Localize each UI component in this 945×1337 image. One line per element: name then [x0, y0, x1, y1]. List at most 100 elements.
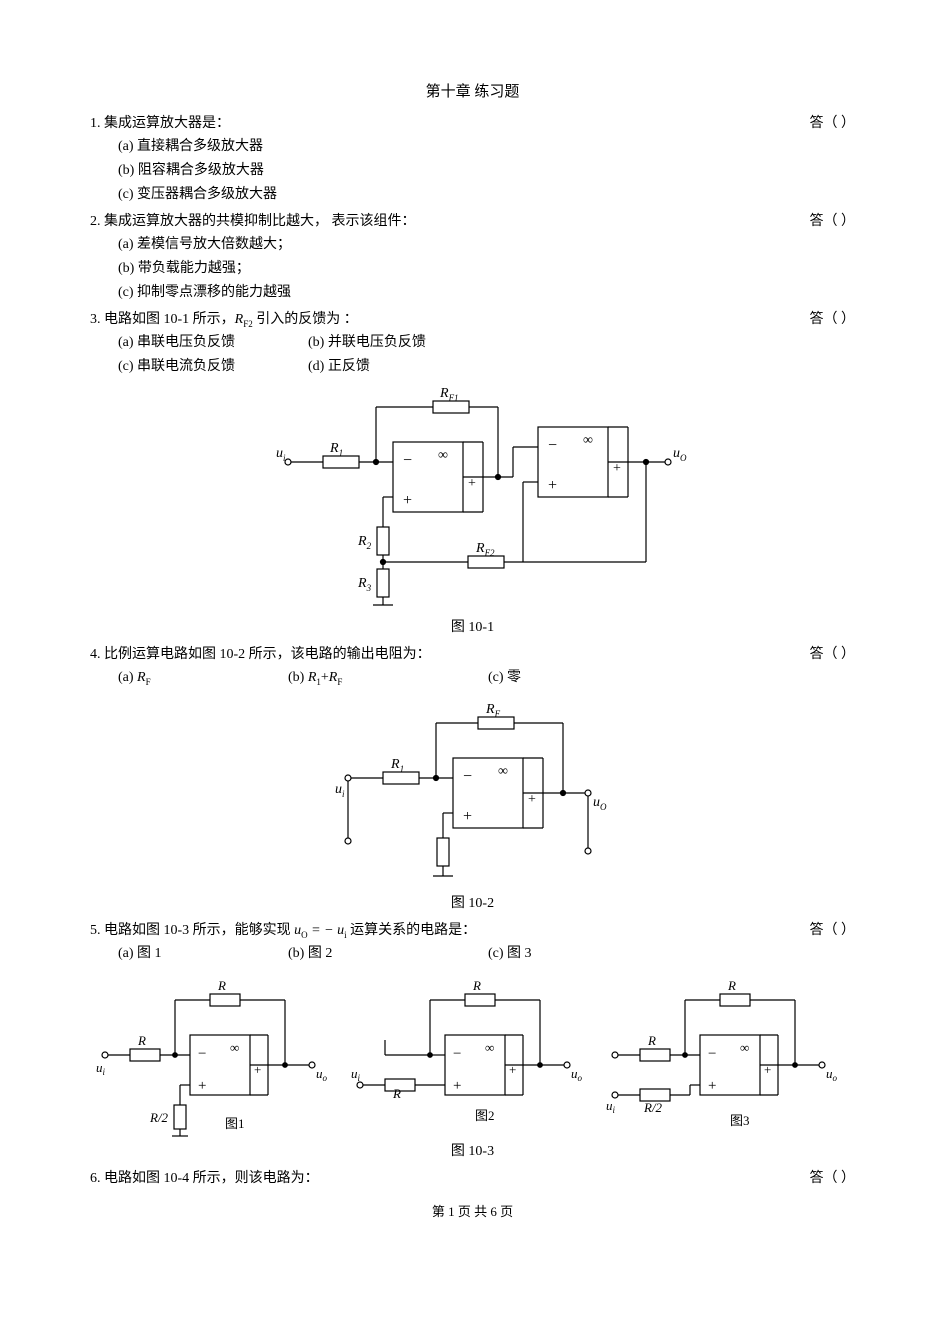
figure-10-2: ui R1 − + ∞ + uO [90, 698, 855, 888]
q1-text: 集成运算放大器是： [104, 116, 230, 131]
svg-text:图1: 图1 [225, 1116, 245, 1131]
svg-text:ui: ui [351, 1066, 361, 1083]
svg-text:−: − [548, 437, 557, 454]
answer-slot: 答（ ） [810, 113, 856, 135]
svg-text:RF2: RF2 [475, 541, 495, 558]
svg-text:RF: RF [485, 702, 501, 719]
svg-text:+: + [468, 476, 476, 491]
svg-text:R: R [727, 978, 736, 993]
svg-text:ui: ui [276, 446, 286, 463]
svg-text:uo: uo [826, 1066, 838, 1083]
svg-text:R1: R1 [390, 757, 404, 774]
q3-text-a: 电路如图 10-1 所示， [104, 312, 235, 327]
q2-text: 集成运算放大器的共模抑制比越大， 表示该组件： [104, 214, 416, 229]
q1-opt-b: (b) 阻容耦合多级放大器 [118, 159, 855, 183]
svg-text:RF1: RF1 [439, 387, 459, 403]
figure-10-1-caption: 图 10-1 [90, 616, 855, 636]
svg-text:uo: uo [571, 1066, 583, 1083]
svg-text:图2: 图2 [475, 1108, 495, 1123]
svg-text:+: + [254, 1062, 261, 1077]
q4-text: 比例运算电路如图 10-2 所示，该电路的输出电阻为： [104, 647, 431, 662]
svg-text:图3: 图3 [730, 1113, 750, 1128]
svg-text:R: R [647, 1033, 656, 1048]
question-2: 2. 集成运算放大器的共模抑制比越大， 表示该组件： 答（ ） (a) 差模信号… [90, 211, 855, 305]
svg-text:+: + [708, 1078, 716, 1094]
svg-text:R2: R2 [357, 534, 372, 551]
answer-slot: 答（ ） [810, 1168, 856, 1190]
page-title: 第十章 练习题 [90, 80, 855, 101]
q3-opt-a: (a) 串联电压负反馈 [118, 331, 308, 355]
q6-text: 电路如图 10-4 所示，则该电路为： [104, 1171, 319, 1186]
q4-opt-a-pre: (a) [118, 670, 137, 685]
svg-text:−: − [708, 1046, 716, 1062]
svg-text:ui: ui [335, 782, 345, 799]
q2-num: 2. [90, 214, 101, 229]
q5-opt-a: (a) 图 1 [118, 942, 288, 966]
svg-text:+: + [453, 1078, 461, 1094]
svg-text:+: + [198, 1078, 206, 1094]
q3-text-b: 引入的反馈为 ： [253, 312, 358, 327]
svg-text:∞: ∞ [498, 764, 508, 779]
q3-opt-d: (d) 正反馈 [308, 355, 568, 379]
svg-text:R1: R1 [329, 441, 343, 458]
q1-options: (a) 直接耦合多级放大器 (b) 阻容耦合多级放大器 (c) 变压器耦合多级放… [90, 135, 855, 206]
svg-text:∞: ∞ [230, 1040, 239, 1055]
svg-text:+: + [509, 1062, 516, 1077]
svg-text:∞: ∞ [485, 1040, 494, 1055]
page-footer: 第 1 页 共 6 页 [90, 1201, 855, 1220]
q2-opt-b: (b) 带负载能力越强； [118, 257, 855, 281]
q1-opt-a: (a) 直接耦合多级放大器 [118, 135, 855, 159]
figure-10-2-caption: 图 10-2 [90, 892, 855, 912]
svg-text:uO: uO [673, 446, 687, 463]
svg-text:+: + [613, 461, 621, 476]
svg-text:+: + [403, 492, 412, 509]
svg-text:R/2: R/2 [643, 1100, 663, 1115]
svg-text:+: + [528, 792, 536, 807]
q6-num: 6. [90, 1171, 101, 1186]
q5-eq: = − [308, 923, 337, 938]
svg-text:−: − [198, 1046, 206, 1062]
q1-num: 1. [90, 116, 101, 131]
q4-opt-b-pre: (b) [288, 670, 308, 685]
svg-text:R/2: R/2 [149, 1110, 169, 1125]
question-3: 3. 电路如图 10-1 所示，RF2 引入的反馈为 ： 答（ ） (a) 串联… [90, 309, 855, 379]
question-5: 5. 电路如图 10-3 所示，能够实现 uO = − ui 运算关系的电路是：… [90, 920, 855, 966]
q3-rf2-sub: F2 [243, 318, 253, 328]
q3-opt-c: (c) 串联电流负反馈 [118, 355, 308, 379]
q4-RF-sub: F [337, 677, 342, 687]
question-4: 4. 比例运算电路如图 10-2 所示，该电路的输出电阻为： 答（ ） (a) … [90, 644, 855, 690]
q4-options: (a) RF (b) R1+RF (c) 零 [90, 666, 855, 690]
q3-num: 3. [90, 312, 101, 327]
svg-text:∞: ∞ [740, 1040, 749, 1055]
svg-text:−: − [403, 452, 412, 469]
answer-slot: 答（ ） [810, 644, 856, 666]
svg-text:uO: uO [593, 795, 607, 812]
q5-num: 5. [90, 923, 101, 938]
svg-text:uo: uo [316, 1066, 328, 1083]
svg-text:∞: ∞ [438, 448, 448, 463]
svg-text:+: + [548, 477, 557, 494]
question-6: 6. 电路如图 10-4 所示，则该电路为： 答（ ） [90, 1168, 855, 1190]
q2-opt-c: (c) 抑制零点漂移的能力越强 [118, 281, 855, 305]
svg-text:ui: ui [606, 1098, 616, 1115]
answer-slot: 答（ ） [810, 920, 856, 942]
q3-options: (a) 串联电压负反馈 (b) 并联电压负反馈 (c) 串联电流负反馈 (d) … [90, 331, 855, 379]
svg-text:R: R [217, 978, 226, 993]
q4-num: 4. [90, 647, 101, 662]
q2-options: (a) 差模信号放大倍数越大； (b) 带负载能力越强； (c) 抑制零点漂移的… [90, 233, 855, 304]
q1-opt-c: (c) 变压器耦合多级放大器 [118, 183, 855, 207]
svg-text:−: − [463, 768, 472, 785]
q4-R1-sub: 1 [316, 677, 321, 687]
q5-options: (a) 图 1 (b) 图 2 (c) 图 3 [90, 942, 855, 966]
q4-opt-a-sub: F [146, 677, 151, 687]
svg-text:R3: R3 [357, 576, 372, 593]
svg-text:+: + [764, 1062, 771, 1077]
q5-opt-b: (b) 图 2 [288, 942, 488, 966]
answer-slot: 答（ ） [810, 211, 856, 233]
svg-text:R: R [137, 1033, 146, 1048]
svg-text:R: R [392, 1086, 401, 1101]
q5-text-a: 电路如图 10-3 所示，能够实现 [104, 923, 294, 938]
q5-text-b: 运算关系的电路是： [347, 923, 477, 938]
svg-text:∞: ∞ [583, 433, 593, 448]
figure-10-1: ui R1 − + ∞ + [90, 387, 855, 612]
